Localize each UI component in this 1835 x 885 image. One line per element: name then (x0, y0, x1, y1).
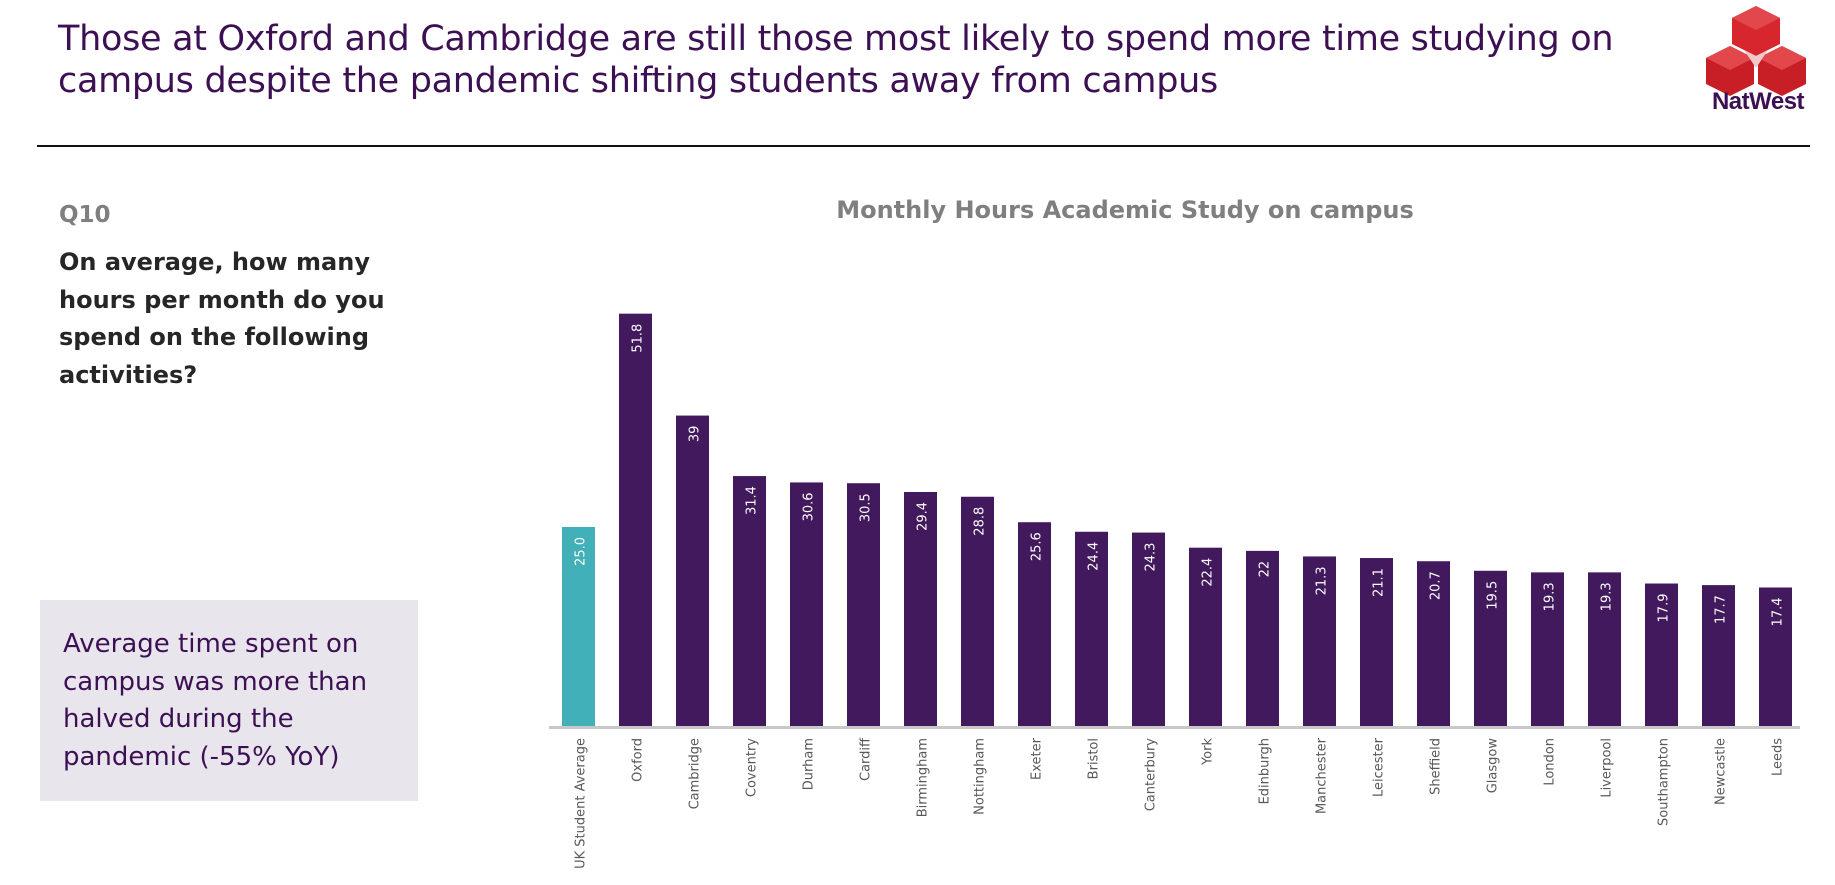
bar (676, 415, 709, 726)
data-label: 51.8 (631, 324, 646, 353)
data-label: 28.8 (973, 507, 988, 536)
data-label: 25.6 (1030, 532, 1045, 561)
data-label: 39 (688, 426, 703, 443)
data-label: 19.3 (1600, 582, 1615, 611)
data-label: 24.4 (1087, 542, 1102, 571)
data-label: 22 (1258, 561, 1273, 578)
category-label: Cambridge (688, 738, 703, 809)
bar (1474, 570, 1507, 726)
category-label: Coventry (745, 738, 760, 797)
bar (1018, 522, 1051, 726)
category-label: Manchester (1315, 737, 1330, 814)
category-label: Bristol (1087, 738, 1102, 779)
bar (1531, 572, 1564, 726)
category-label: Sheffield (1429, 738, 1444, 795)
bar (1189, 547, 1222, 726)
bar (1132, 532, 1165, 726)
data-label: 22.4 (1201, 558, 1216, 587)
chart-title: Monthly Hours Academic Study on campus (836, 196, 1414, 224)
category-label: Durham (802, 738, 817, 790)
category-label: Newcastle (1714, 738, 1729, 805)
category-label: Edinburgh (1258, 738, 1273, 804)
data-label: 17.9 (1657, 594, 1672, 623)
bar (904, 491, 937, 726)
data-label: 21.3 (1315, 566, 1330, 595)
category-label: Oxford (631, 738, 646, 782)
category-label: Leicester (1372, 737, 1387, 797)
data-label: 20.7 (1429, 571, 1444, 600)
bar (1645, 583, 1678, 726)
data-label: 25.0 (574, 537, 589, 566)
category-label: Cardiff (859, 737, 874, 781)
data-label: 30.5 (859, 493, 874, 522)
bar (1360, 558, 1393, 726)
bar (1702, 585, 1735, 726)
category-label: London (1543, 738, 1558, 786)
bar (1588, 572, 1621, 726)
bar (733, 476, 766, 726)
bar (1417, 561, 1450, 726)
logo-text: NatWest (1711, 88, 1805, 115)
category-label: Exeter (1030, 737, 1045, 780)
callout-text: Average time spent on campus was more th… (63, 629, 368, 772)
data-label: 31.4 (745, 486, 760, 515)
category-label: Glasgow (1486, 738, 1501, 794)
bar (619, 313, 652, 726)
category-label: UK Student Average (574, 738, 589, 869)
data-label: 19.3 (1543, 582, 1558, 611)
data-label: 17.7 (1714, 595, 1729, 624)
category-label: Liverpool (1600, 738, 1615, 798)
bar (847, 483, 880, 726)
bar (1759, 587, 1792, 726)
natwest-logo-icon (1706, 6, 1806, 96)
category-label: Leeds (1771, 738, 1786, 776)
header-divider (37, 145, 1810, 147)
category-label: York (1201, 738, 1216, 767)
category-label: Nottingham (973, 738, 988, 815)
data-label: 30.6 (802, 492, 817, 521)
data-label: 24.3 (1144, 543, 1159, 572)
category-label: Canterbury (1144, 738, 1159, 812)
data-label: 29.4 (916, 502, 931, 531)
page-title: Those at Oxford and Cambridge are still … (58, 19, 1614, 101)
category-label: Southampton (1657, 738, 1672, 826)
bar (961, 496, 994, 726)
bar (1246, 550, 1279, 726)
bar (1075, 531, 1108, 726)
data-label: 21.1 (1372, 568, 1387, 597)
callout-box: Average time spent on campus was more th… (40, 600, 418, 801)
bar (790, 482, 823, 726)
bar (562, 527, 595, 726)
bar (1303, 556, 1336, 726)
data-label: 19.5 (1486, 581, 1501, 610)
data-label: 17.4 (1771, 597, 1786, 626)
question-number: Q10 (59, 202, 111, 228)
question-text: On average, how many hours per month do … (59, 248, 385, 389)
category-label: Birmingham (916, 738, 931, 817)
